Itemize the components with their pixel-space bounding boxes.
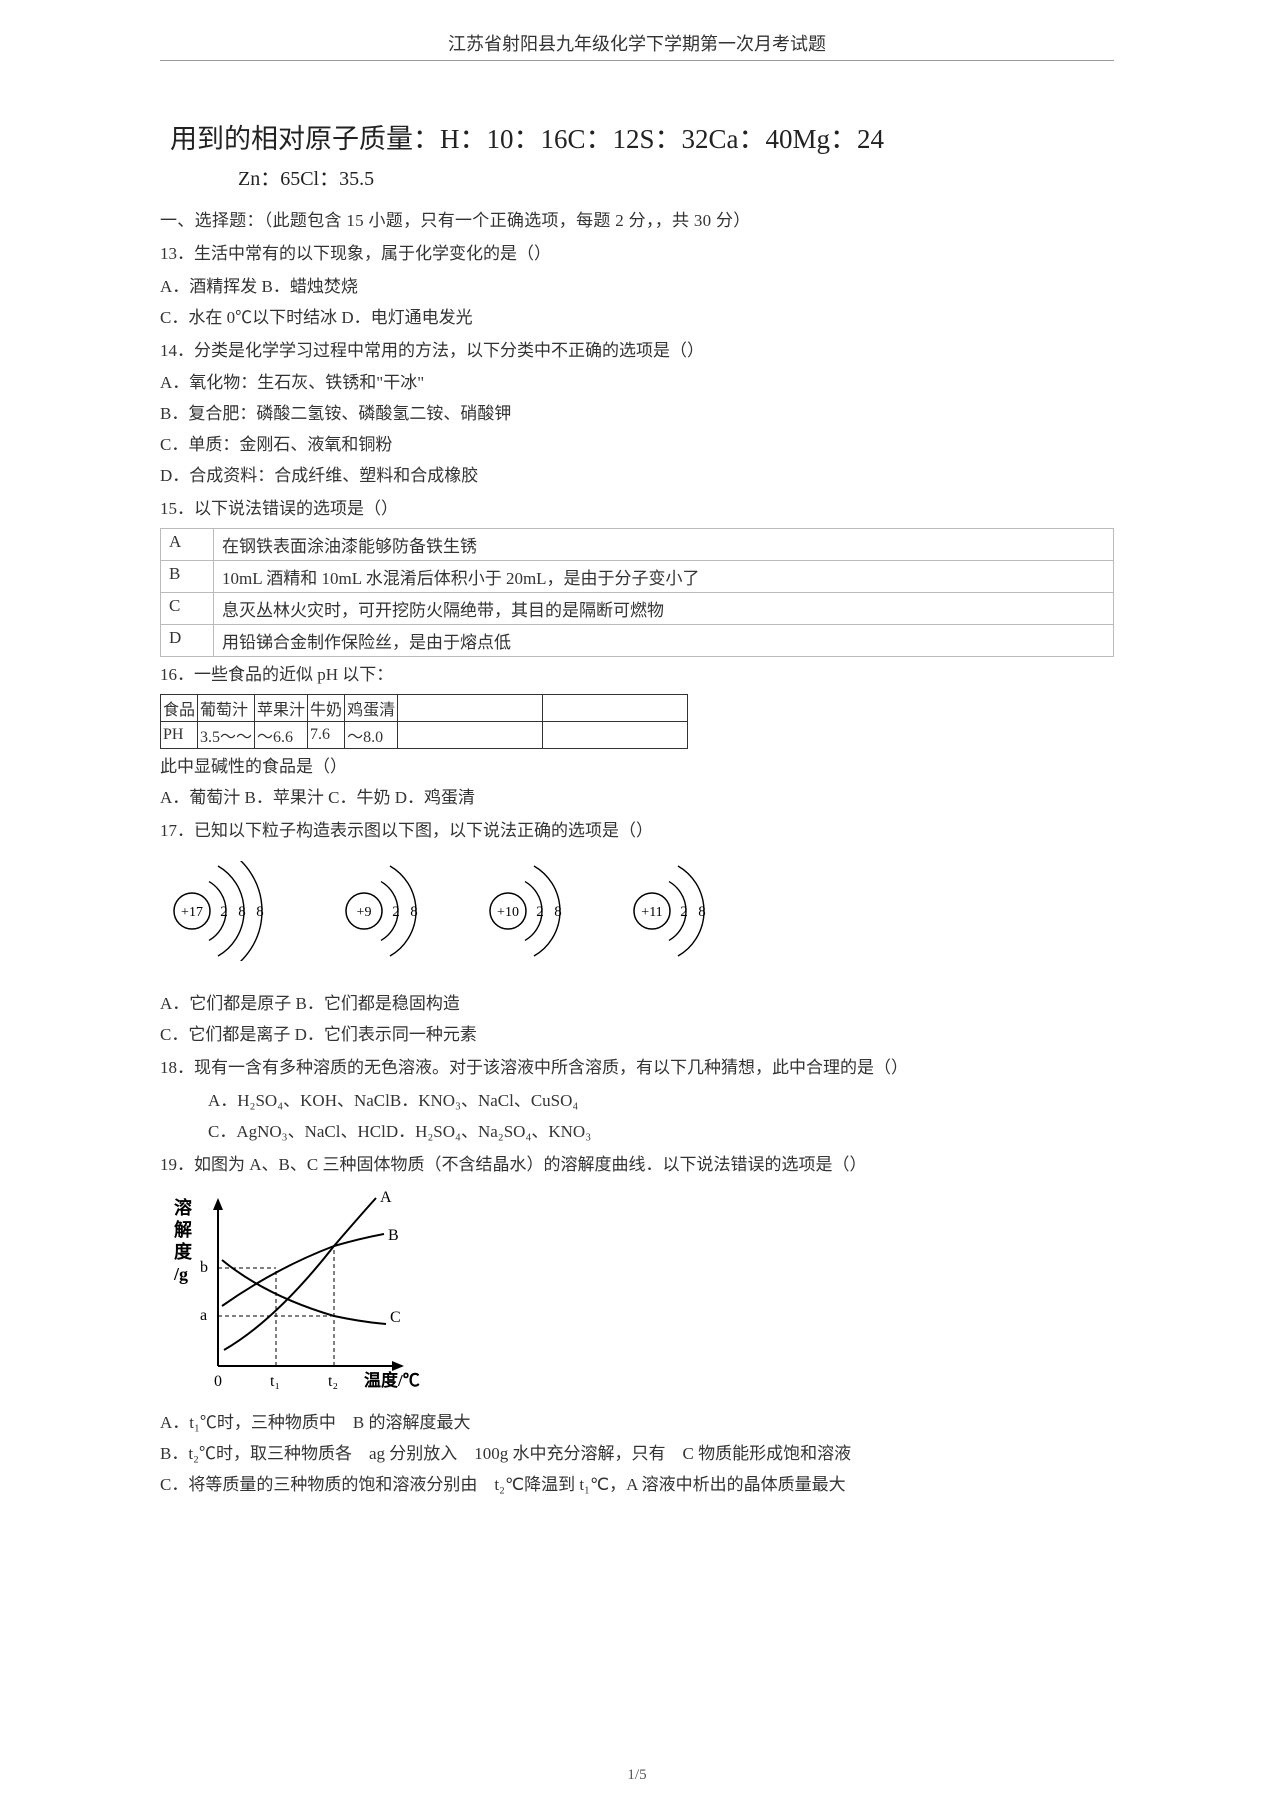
svg-text:t₂: t₂ bbox=[328, 1373, 338, 1390]
q18-opt-cd: C．AgNO₃、NaCl、HClD．H₂SO₄、Na₂SO₄、KNO₃ bbox=[208, 1118, 1114, 1147]
q14-opt-a: A．氧化物：生石灰、铁锈和"干冰" bbox=[160, 369, 1114, 398]
cell bbox=[398, 721, 543, 748]
q15-d-text: 用铅锑合金制作保险丝，是由于熔点低 bbox=[214, 624, 1114, 656]
q15-d-letter: D bbox=[161, 624, 214, 656]
svg-text:/g: /g bbox=[173, 1264, 188, 1284]
cell: 牛奶 bbox=[308, 694, 345, 721]
q17-opt-ab: A．它们都是原子 B．它们都是稳固构造 bbox=[160, 990, 1114, 1019]
main-title: 用到的相对原子质量：H：10：16C：12S：32Ca：40Mg：24 bbox=[170, 117, 1114, 156]
cell: 3.5～～ bbox=[198, 721, 255, 748]
svg-text:8: 8 bbox=[554, 904, 562, 920]
q16-stem: 16．一些食品的近似 pH 以下： bbox=[160, 661, 1114, 690]
cell: PH bbox=[161, 721, 198, 748]
q14-opt-d: D．合成资料：合成纤维、塑料和合成橡胶 bbox=[160, 462, 1114, 491]
q18-opt-ab: A．H₂SO₄、KOH、NaClB．KNO₃、NaCl、CuSO₄ bbox=[208, 1087, 1114, 1116]
svg-text:b: b bbox=[200, 1259, 208, 1276]
atom-icon: +9 28 bbox=[342, 861, 448, 961]
table-row: D 用铅锑合金制作保险丝，是由于熔点低 bbox=[161, 624, 1114, 656]
svg-text:t₁: t₁ bbox=[270, 1373, 280, 1390]
svg-text:+11: +11 bbox=[641, 905, 662, 920]
q16-opts: A．葡萄汁 B．苹果汁 C．牛奶 D．鸡蛋清 bbox=[160, 784, 1114, 813]
svg-text:溶: 溶 bbox=[174, 1197, 192, 1218]
svg-text:2: 2 bbox=[536, 904, 544, 920]
table-row: PH 3.5～～ ～6.6 7.6 ～8.0 bbox=[161, 721, 688, 748]
atom-icon: +10 28 bbox=[486, 861, 592, 961]
svg-text:+17: +17 bbox=[181, 905, 203, 920]
q16-table: 食品 葡萄汁 苹果汁 牛奶 鸡蛋清 PH 3.5～～ ～6.6 7.6 ～8.0 bbox=[160, 694, 688, 749]
cell: 7.6 bbox=[308, 721, 345, 748]
section-heading: 一、选择题：（此题包含 15 小题，只有一个正确选项，每题 2 分，，共 30 … bbox=[160, 207, 1114, 236]
doc-header: 江苏省射阳县九年级化学下学期第一次月考试题 bbox=[160, 30, 1114, 56]
svg-text:8: 8 bbox=[256, 904, 264, 920]
q15-b-text: 10mL 酒精和 10mL 水混淆后体积小于 20mL，是由于分子变小了 bbox=[214, 560, 1114, 592]
q19-stem: 19．如图为 A、B、C 三种固体物质（不含结晶水）的溶解度曲线．以下说法错误的… bbox=[160, 1151, 1114, 1180]
svg-text:8: 8 bbox=[698, 904, 706, 920]
q17-stem: 17．已知以下粒子构造表示图以下图，以下说法正确的选项是（） bbox=[160, 817, 1114, 846]
q15-a-letter: A bbox=[161, 528, 214, 560]
q13-stem: 13．生活中常有的以下现象，属于化学变化的是（） bbox=[160, 240, 1114, 269]
q15-table: A 在钢铁表面涂油漆能够防备铁生锈 B 10mL 酒精和 10mL 水混淆后体积… bbox=[160, 528, 1114, 657]
q14-opt-b: B．复合肥：磷酸二氢铵、磷酸氢二铵、硝酸钾 bbox=[160, 400, 1114, 429]
table-row: B 10mL 酒精和 10mL 水混淆后体积小于 20mL，是由于分子变小了 bbox=[161, 560, 1114, 592]
svg-text:解: 解 bbox=[174, 1219, 192, 1240]
solubility-chart: 溶解度/g b a 0 t₁ t₂ 温度/℃ A B C bbox=[160, 1188, 1114, 1403]
q13-opt-ab: A．酒精挥发 B．蜡烛焚烧 bbox=[160, 273, 1114, 302]
svg-text:8: 8 bbox=[410, 904, 418, 920]
atom-icon: +17288 bbox=[170, 861, 304, 961]
svg-text:8: 8 bbox=[238, 904, 246, 920]
svg-text:A: A bbox=[380, 1189, 392, 1206]
page-footer: 1/5 bbox=[0, 1767, 1274, 1784]
q15-stem: 15．以下说法错误的选项是（） bbox=[160, 495, 1114, 524]
cell bbox=[543, 694, 688, 721]
q15-a-text: 在钢铁表面涂油漆能够防备铁生锈 bbox=[214, 528, 1114, 560]
q16-after: 此中显碱性的食品是（） bbox=[160, 753, 1114, 782]
cell: 食品 bbox=[161, 694, 198, 721]
q15-b-letter: B bbox=[161, 560, 214, 592]
q15-c-text: 息灭丛林火灾时，可开挖防火隔绝带，其目的是隔断可燃物 bbox=[214, 592, 1114, 624]
svg-text:2: 2 bbox=[220, 904, 228, 920]
q19-opt-b: B．t₂℃时，取三种物质各 ag 分别放入 100g 水中充分溶解，只有 C 物… bbox=[160, 1440, 1114, 1469]
q17-opt-cd: C．它们都是离子 D．它们表示同一种元素 bbox=[160, 1021, 1114, 1050]
table-row: 食品 葡萄汁 苹果汁 牛奶 鸡蛋清 bbox=[161, 694, 688, 721]
cell: ～8.0 bbox=[345, 721, 398, 748]
svg-text:2: 2 bbox=[680, 904, 688, 920]
cell: 葡萄汁 bbox=[198, 694, 255, 721]
svg-text:温度/℃: 温度/℃ bbox=[364, 1370, 420, 1390]
svg-text:C: C bbox=[390, 1309, 401, 1326]
svg-text:a: a bbox=[200, 1307, 207, 1324]
svg-text:+10: +10 bbox=[497, 905, 519, 920]
q14-opt-c: C．单质：金刚石、液氧和铜粉 bbox=[160, 431, 1114, 460]
atom-icon: +11 28 bbox=[630, 861, 736, 961]
q13-opt-cd: C．水在 0℃以下时结冰 D．电灯通电发光 bbox=[160, 304, 1114, 333]
header-rule bbox=[160, 60, 1114, 61]
cell: 鸡蛋清 bbox=[345, 694, 398, 721]
cell bbox=[398, 694, 543, 721]
cell bbox=[543, 721, 688, 748]
svg-text:2: 2 bbox=[392, 904, 400, 920]
table-row: A 在钢铁表面涂油漆能够防备铁生锈 bbox=[161, 528, 1114, 560]
svg-text:+9: +9 bbox=[357, 905, 372, 920]
atom-diagrams: +17288+928+1028+1128 bbox=[170, 861, 1114, 966]
q18-stem: 18．现有一含有多种溶质的无色溶液。对于该溶液中所含溶质，有以下几种猜想，此中合… bbox=[160, 1054, 1114, 1083]
solubility-svg: 溶解度/g b a 0 t₁ t₂ 温度/℃ A B C bbox=[160, 1188, 420, 1398]
table-row: C 息灭丛林火灾时，可开挖防火隔绝带，其目的是隔断可燃物 bbox=[161, 592, 1114, 624]
cell: 苹果汁 bbox=[255, 694, 308, 721]
q19-opt-c: C．将等质量的三种物质的饱和溶液分别由 t₂℃降温到 t₁℃，A 溶液中析出的晶… bbox=[160, 1471, 1114, 1500]
q19-opt-a: A．t₁℃时，三种物质中 B 的溶解度最大 bbox=[160, 1409, 1114, 1438]
subtitle: Zn：65Cl：35.5 bbox=[238, 162, 1114, 191]
q15-c-letter: C bbox=[161, 592, 214, 624]
svg-text:度: 度 bbox=[174, 1241, 193, 1262]
svg-text:0: 0 bbox=[214, 1373, 222, 1390]
q14-stem: 14．分类是化学学习过程中常用的方法，以下分类中不正确的选项是（） bbox=[160, 337, 1114, 366]
svg-text:B: B bbox=[388, 1227, 399, 1244]
cell: ～6.6 bbox=[255, 721, 308, 748]
